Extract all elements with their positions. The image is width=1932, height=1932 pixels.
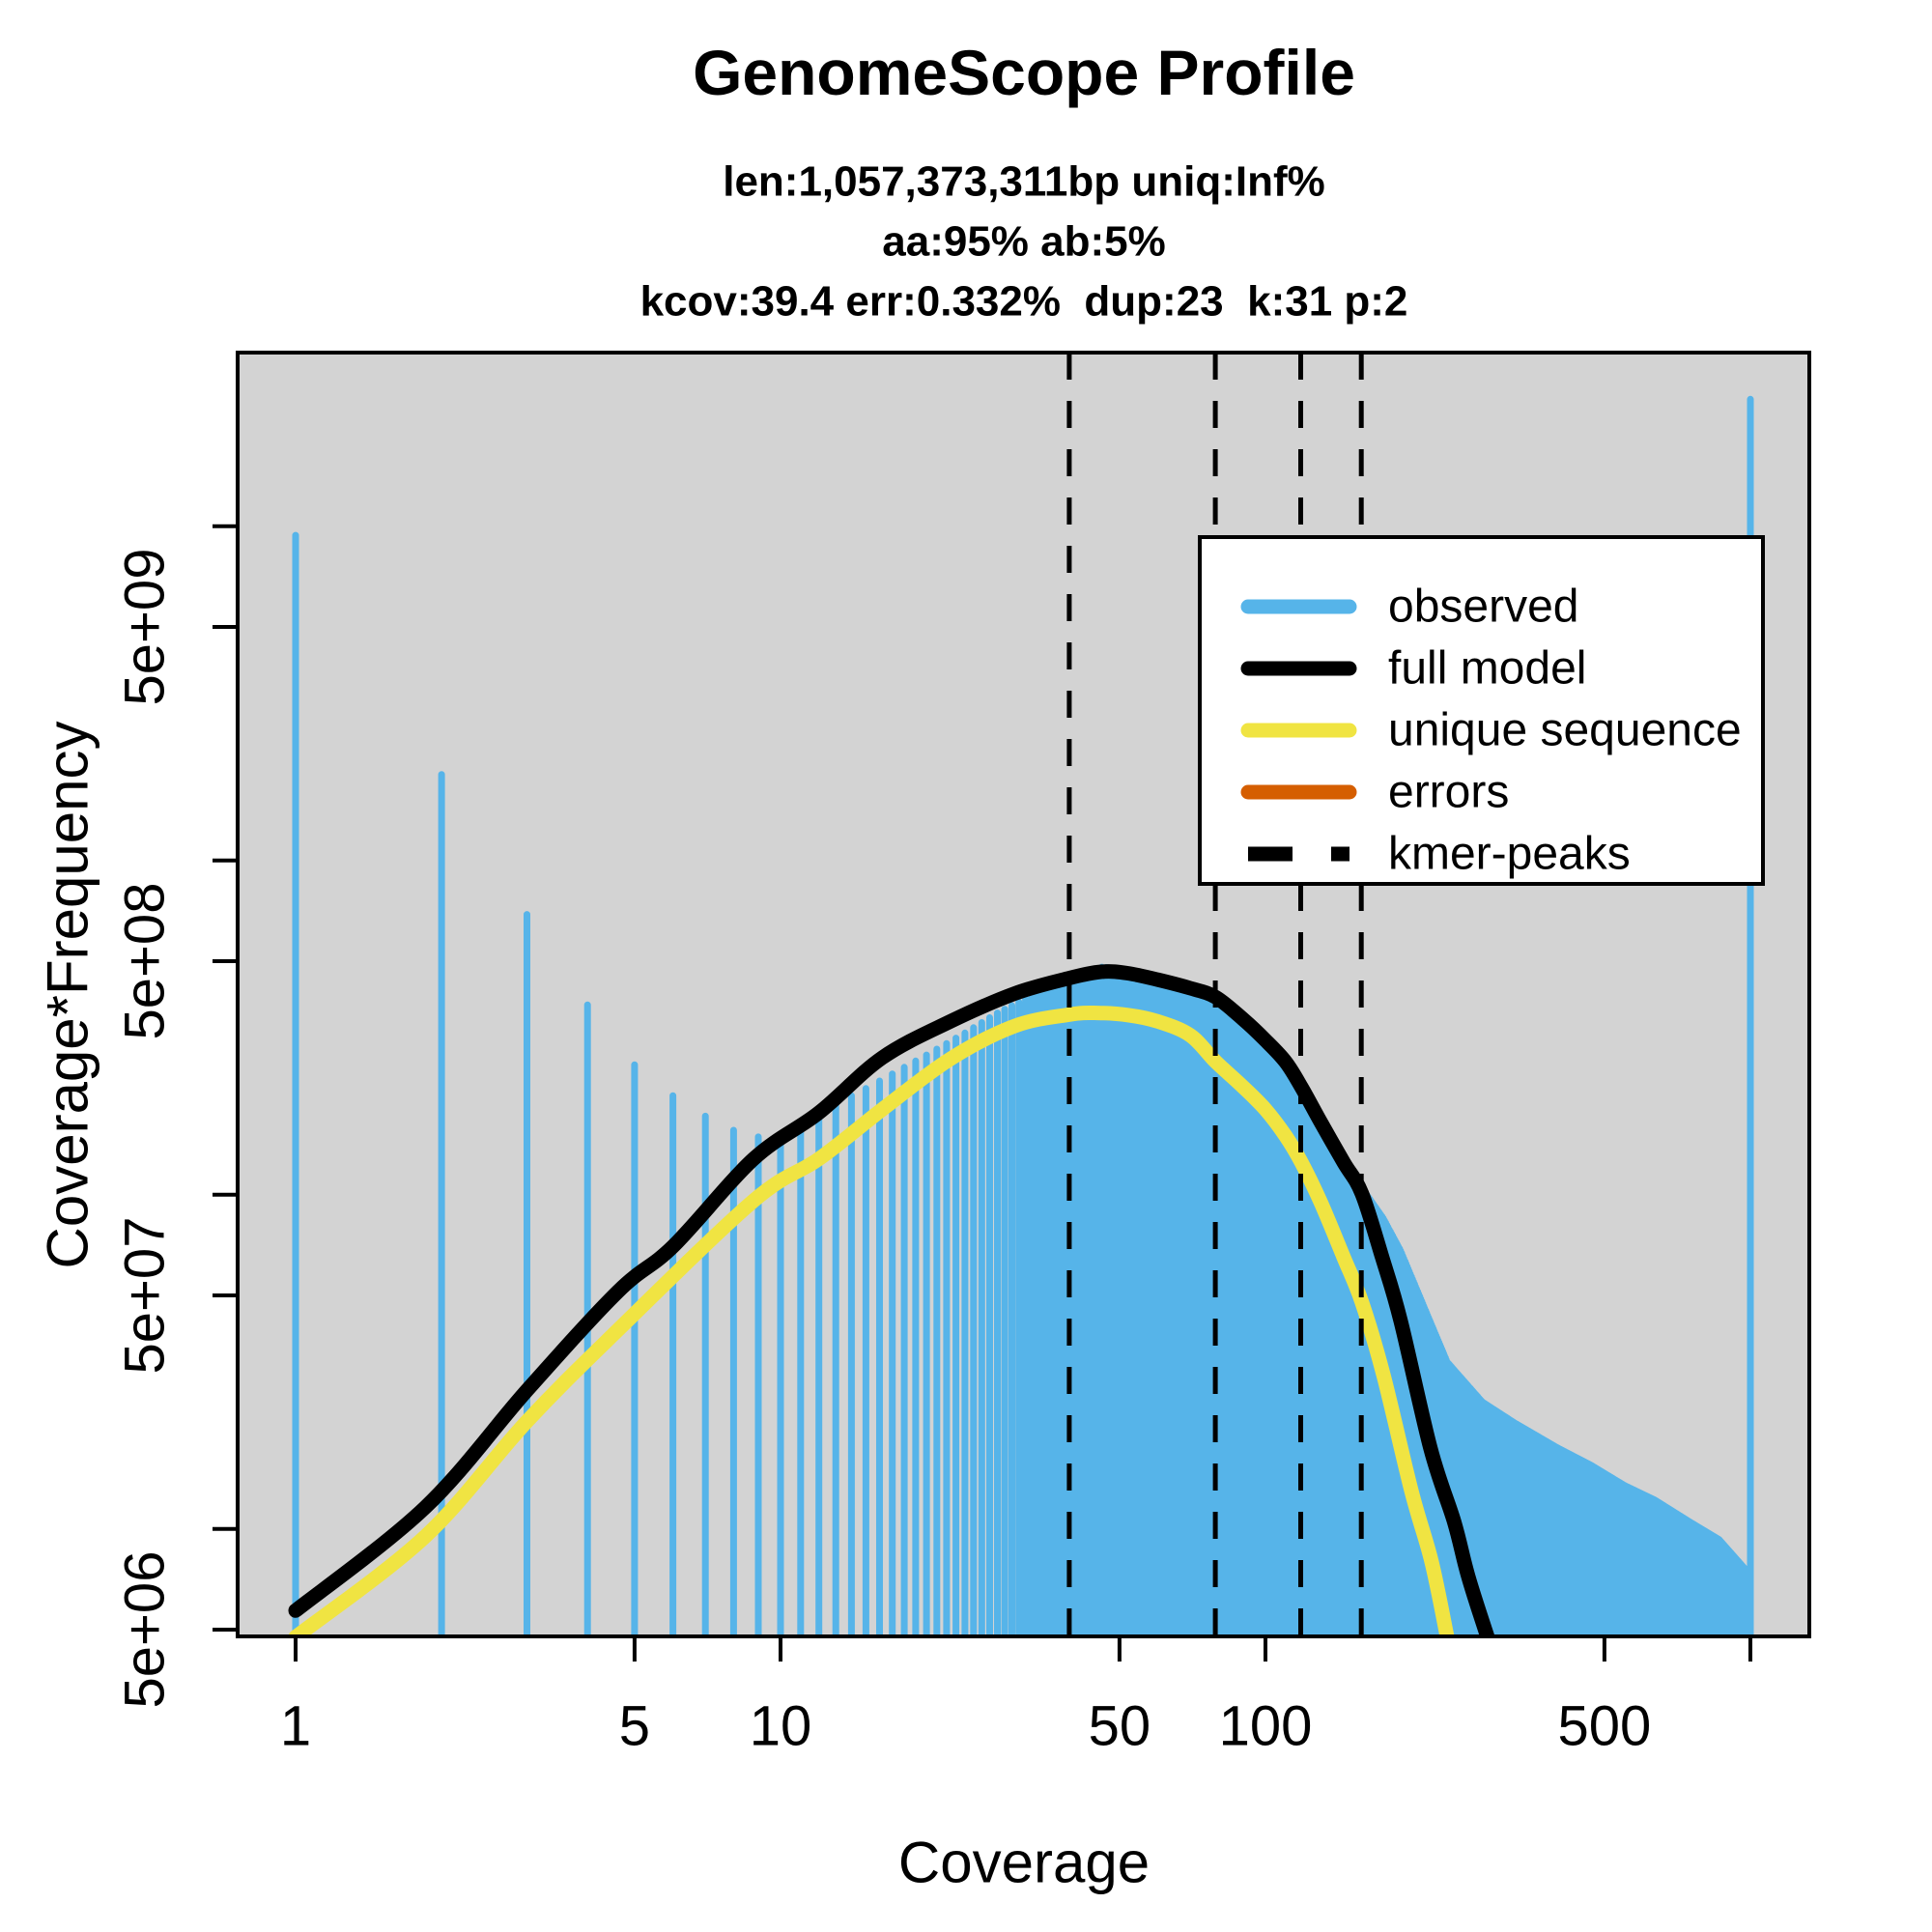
chart-subtitle-stats-2: aa:95% ab:5%	[882, 218, 1165, 266]
legend-label-full-model: full model	[1388, 643, 1586, 695]
x-tick-label: 500	[1558, 1695, 1652, 1758]
legend-label-errors: errors	[1388, 767, 1509, 818]
chart-subtitle-stats-3: kcov:39.4 err:0.332% dup:23 k:31 p:2	[640, 278, 1408, 326]
legend: observed full model unique sequence erro…	[1198, 535, 1765, 886]
unique-sequence-curve	[288, 1006, 1455, 1636]
x-tick-label: 5	[619, 1695, 650, 1758]
y-tick-label: 5e+09	[114, 549, 177, 706]
y-axis-ticks: 5e+06 5e+07 5e+08 5e+09	[114, 524, 238, 1709]
chart-title: GenomeScope Profile	[693, 37, 1355, 108]
x-tick-label: 50	[1089, 1695, 1151, 1758]
y-tick-label: 5e+08	[114, 883, 177, 1040]
y-tick-label: 5e+07	[114, 1217, 177, 1375]
legend-box	[1198, 535, 1765, 886]
x-tick-label: 1	[280, 1695, 311, 1758]
x-tick-label: 10	[750, 1695, 812, 1758]
x-axis-title: Coverage	[898, 1831, 1150, 1895]
y-axis-title: Coverage*Frequency	[36, 722, 100, 1269]
chart-subtitle-stats-1: len:1,057,373,311bp uniq:Inf%	[723, 158, 1325, 206]
legend-label-unique-sequence: unique sequence	[1388, 705, 1742, 756]
legend-label-kmer-peaks: kmer-peaks	[1388, 829, 1631, 880]
x-tick-label: 100	[1219, 1695, 1313, 1758]
plot-border	[236, 351, 1811, 1638]
full-model-curve	[288, 964, 1495, 1636]
model-curves	[288, 964, 1495, 1636]
y-tick-label: 5e+06	[114, 1551, 177, 1709]
observed-bars	[292, 395, 1754, 1636]
x-axis-ticks: 1 5 10 50 100 500	[280, 1636, 1752, 1758]
legend-label-observed: observed	[1388, 582, 1578, 633]
